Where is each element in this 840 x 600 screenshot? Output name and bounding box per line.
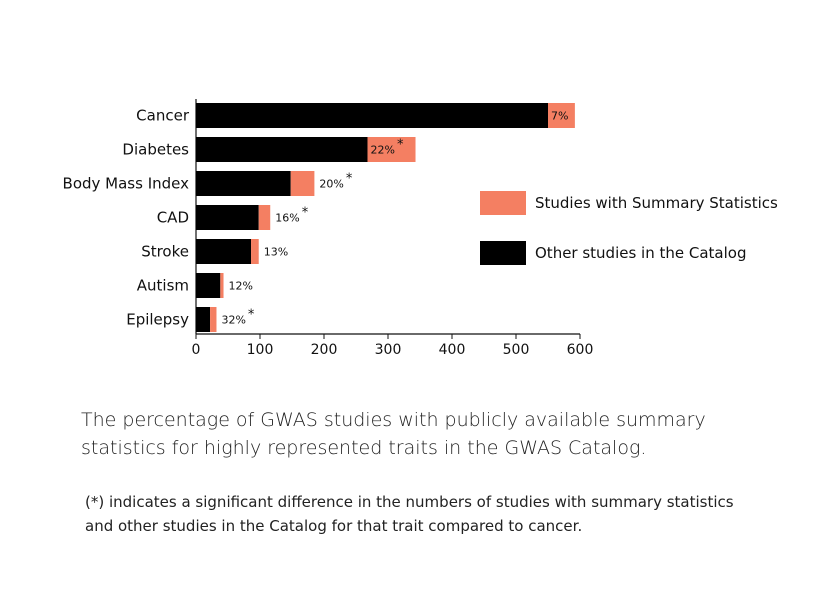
percent-label: 20%: [319, 178, 343, 191]
x-tick-label: 200: [311, 342, 338, 358]
percent-label: 32%: [221, 314, 245, 327]
legend-swatch: [480, 191, 526, 215]
category-label: Cancer: [136, 107, 190, 125]
bar-other-5: [196, 273, 221, 298]
bar-other-2: [196, 171, 291, 196]
significance-star: *: [302, 206, 309, 221]
figure-caption: The percentage of GWAS studies with publ…: [81, 409, 706, 459]
category-label: Body Mass Index: [63, 175, 190, 193]
bar-summary-0: [548, 103, 575, 128]
percent-label: 13%: [264, 246, 288, 259]
bar-other-1: [196, 137, 368, 162]
significance-star: *: [248, 308, 255, 323]
percent-label: 16%: [275, 212, 299, 225]
category-label: CAD: [157, 209, 189, 227]
bar-other-3: [196, 205, 259, 230]
category-label: Stroke: [141, 243, 189, 261]
bar-summary-4: [251, 239, 259, 264]
x-tick-label: 400: [439, 342, 466, 358]
bar-summary-5: [220, 273, 224, 298]
bar-summary-2: [290, 171, 315, 196]
category-label: Epilepsy: [126, 311, 189, 329]
x-tick-label: 500: [503, 342, 530, 358]
category-label: Autism: [137, 277, 189, 295]
bar-summary-1: [367, 137, 416, 162]
bar-other-6: [196, 307, 211, 332]
x-tick-label: 300: [375, 342, 402, 358]
percent-label: 7%: [551, 110, 568, 123]
legend-label: Other studies in the Catalog: [535, 244, 747, 262]
significance-footnote: (*) indicates a significant difference i…: [85, 493, 734, 535]
bar-other-4: [196, 239, 252, 264]
percent-label: 12%: [229, 280, 253, 293]
significance-star: *: [346, 172, 353, 187]
x-tick-label: 0: [192, 342, 201, 358]
legend-swatch: [480, 241, 526, 265]
legend-label: Studies with Summary Statistics: [535, 194, 778, 212]
bar-other-0: [196, 103, 548, 128]
significance-star: *: [397, 138, 404, 153]
bar-summary-3: [258, 205, 271, 230]
category-label: Diabetes: [122, 141, 189, 159]
x-tick-label: 600: [567, 342, 594, 358]
x-tick-label: 100: [247, 342, 274, 358]
percent-label: 22%: [371, 144, 395, 157]
bar-chart: Cancer 7%Diabetes 22% *Body Mass Index 20% *C…: [63, 99, 778, 358]
bar-summary-6: [210, 307, 217, 332]
